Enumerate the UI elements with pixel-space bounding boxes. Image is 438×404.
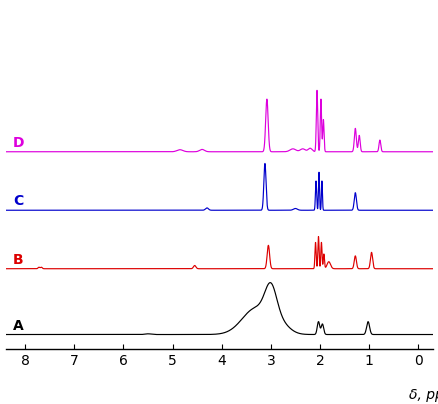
Text: C: C	[13, 194, 23, 208]
Text: D: D	[13, 136, 25, 150]
Text: A: A	[13, 319, 24, 332]
X-axis label: δ, ppm: δ, ppm	[408, 388, 438, 402]
Text: B: B	[13, 253, 24, 267]
